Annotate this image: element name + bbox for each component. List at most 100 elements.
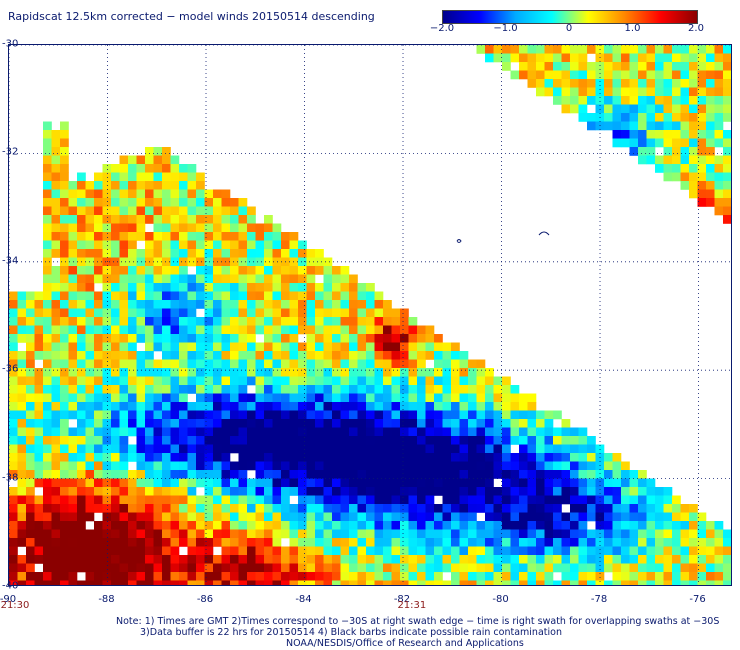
wind-cell xyxy=(732,71,733,80)
wind-cell xyxy=(136,402,146,411)
wind-cell xyxy=(587,538,596,547)
wind-cell xyxy=(145,495,154,505)
wind-cell xyxy=(119,529,129,539)
wind-cell xyxy=(561,495,571,505)
wind-cell xyxy=(111,351,120,360)
wind-cell xyxy=(136,512,146,522)
wind-cell xyxy=(383,359,392,369)
wind-cell xyxy=(689,130,698,139)
wind-cell xyxy=(255,529,265,539)
wind-cell xyxy=(476,572,486,581)
wind-cell xyxy=(468,444,477,454)
wind-cell xyxy=(34,393,44,403)
wind-cell xyxy=(238,461,248,471)
wind-cell xyxy=(281,521,290,530)
wind-cell xyxy=(102,342,112,352)
wind-cell xyxy=(391,393,401,403)
wind-cell xyxy=(306,580,316,585)
wind-cell xyxy=(187,249,197,258)
wind-cell xyxy=(281,232,290,241)
wind-cell xyxy=(706,555,715,564)
wind-cell xyxy=(663,45,673,54)
wind-cell xyxy=(306,453,316,462)
wind-cell xyxy=(170,215,180,224)
wind-cell xyxy=(604,495,613,505)
wind-cell xyxy=(179,495,188,505)
wind-cell xyxy=(315,283,324,292)
wind-cell xyxy=(264,325,273,335)
wind-cell xyxy=(714,113,724,122)
wind-cell xyxy=(26,495,35,505)
wind-cell xyxy=(136,478,146,488)
wind-cell xyxy=(391,359,401,369)
wind-cell xyxy=(434,376,443,386)
wind-cell xyxy=(145,402,154,411)
wind-cell xyxy=(400,521,409,530)
wind-cell xyxy=(570,504,579,513)
wind-cell xyxy=(417,410,426,420)
wind-cell xyxy=(230,206,239,216)
wind-cell xyxy=(340,359,350,369)
wind-cell xyxy=(247,232,256,241)
wind-cell xyxy=(663,155,673,165)
wind-cell xyxy=(527,529,537,539)
wind-cell xyxy=(417,444,426,454)
wind-cell xyxy=(485,555,494,564)
wind-cell xyxy=(391,351,401,360)
wind-cell xyxy=(578,53,588,63)
wind-cell xyxy=(349,427,358,437)
wind-cell xyxy=(459,351,469,360)
wind-cell xyxy=(264,563,273,573)
wind-cell xyxy=(629,563,639,573)
wind-cell xyxy=(26,308,35,318)
wind-cell xyxy=(646,546,656,556)
wind-cell xyxy=(459,487,469,496)
wind-cell xyxy=(527,512,537,522)
wind-cell xyxy=(493,45,503,54)
wind-cell xyxy=(43,317,52,326)
wind-cell xyxy=(179,325,188,335)
wind-cell xyxy=(26,402,35,411)
wind-cell xyxy=(77,538,86,547)
wind-cell xyxy=(247,283,256,292)
wind-cell xyxy=(221,563,231,573)
wind-cell xyxy=(544,555,554,564)
wind-cell xyxy=(357,402,367,411)
wind-cell xyxy=(281,478,290,488)
wind-cell xyxy=(723,580,731,585)
wind-cell xyxy=(570,546,579,556)
wind-cell xyxy=(94,580,103,585)
wind-cell xyxy=(383,368,392,377)
wind-cell xyxy=(43,402,52,411)
wind-cell xyxy=(247,342,256,352)
wind-cell xyxy=(672,155,681,165)
wind-cell xyxy=(502,504,511,513)
wind-cell xyxy=(570,572,579,581)
wind-cell xyxy=(60,249,69,258)
wind-cell xyxy=(451,512,460,522)
wind-cell xyxy=(383,351,392,360)
wind-cell xyxy=(646,580,656,585)
wind-cell xyxy=(732,54,733,63)
wind-cell xyxy=(612,461,622,471)
wind-cell xyxy=(595,495,605,505)
wind-cell xyxy=(485,504,494,513)
wind-cell xyxy=(298,478,307,488)
wind-cell xyxy=(604,87,613,97)
wind-cell xyxy=(128,402,137,411)
wind-cell xyxy=(221,512,231,522)
wind-cell xyxy=(196,453,205,462)
wind-cell xyxy=(170,495,180,505)
wind-cell xyxy=(85,308,95,318)
wind-cell xyxy=(732,555,733,564)
wind-cell xyxy=(527,555,537,564)
wind-cell xyxy=(128,427,137,437)
wind-cell xyxy=(629,504,639,513)
wind-cell xyxy=(170,300,180,309)
wind-cell xyxy=(298,283,307,292)
wind-cell xyxy=(264,215,273,224)
wind-cell xyxy=(714,529,724,539)
wind-cell xyxy=(417,487,426,496)
wind-cell xyxy=(196,563,205,573)
wind-cell xyxy=(604,521,613,530)
